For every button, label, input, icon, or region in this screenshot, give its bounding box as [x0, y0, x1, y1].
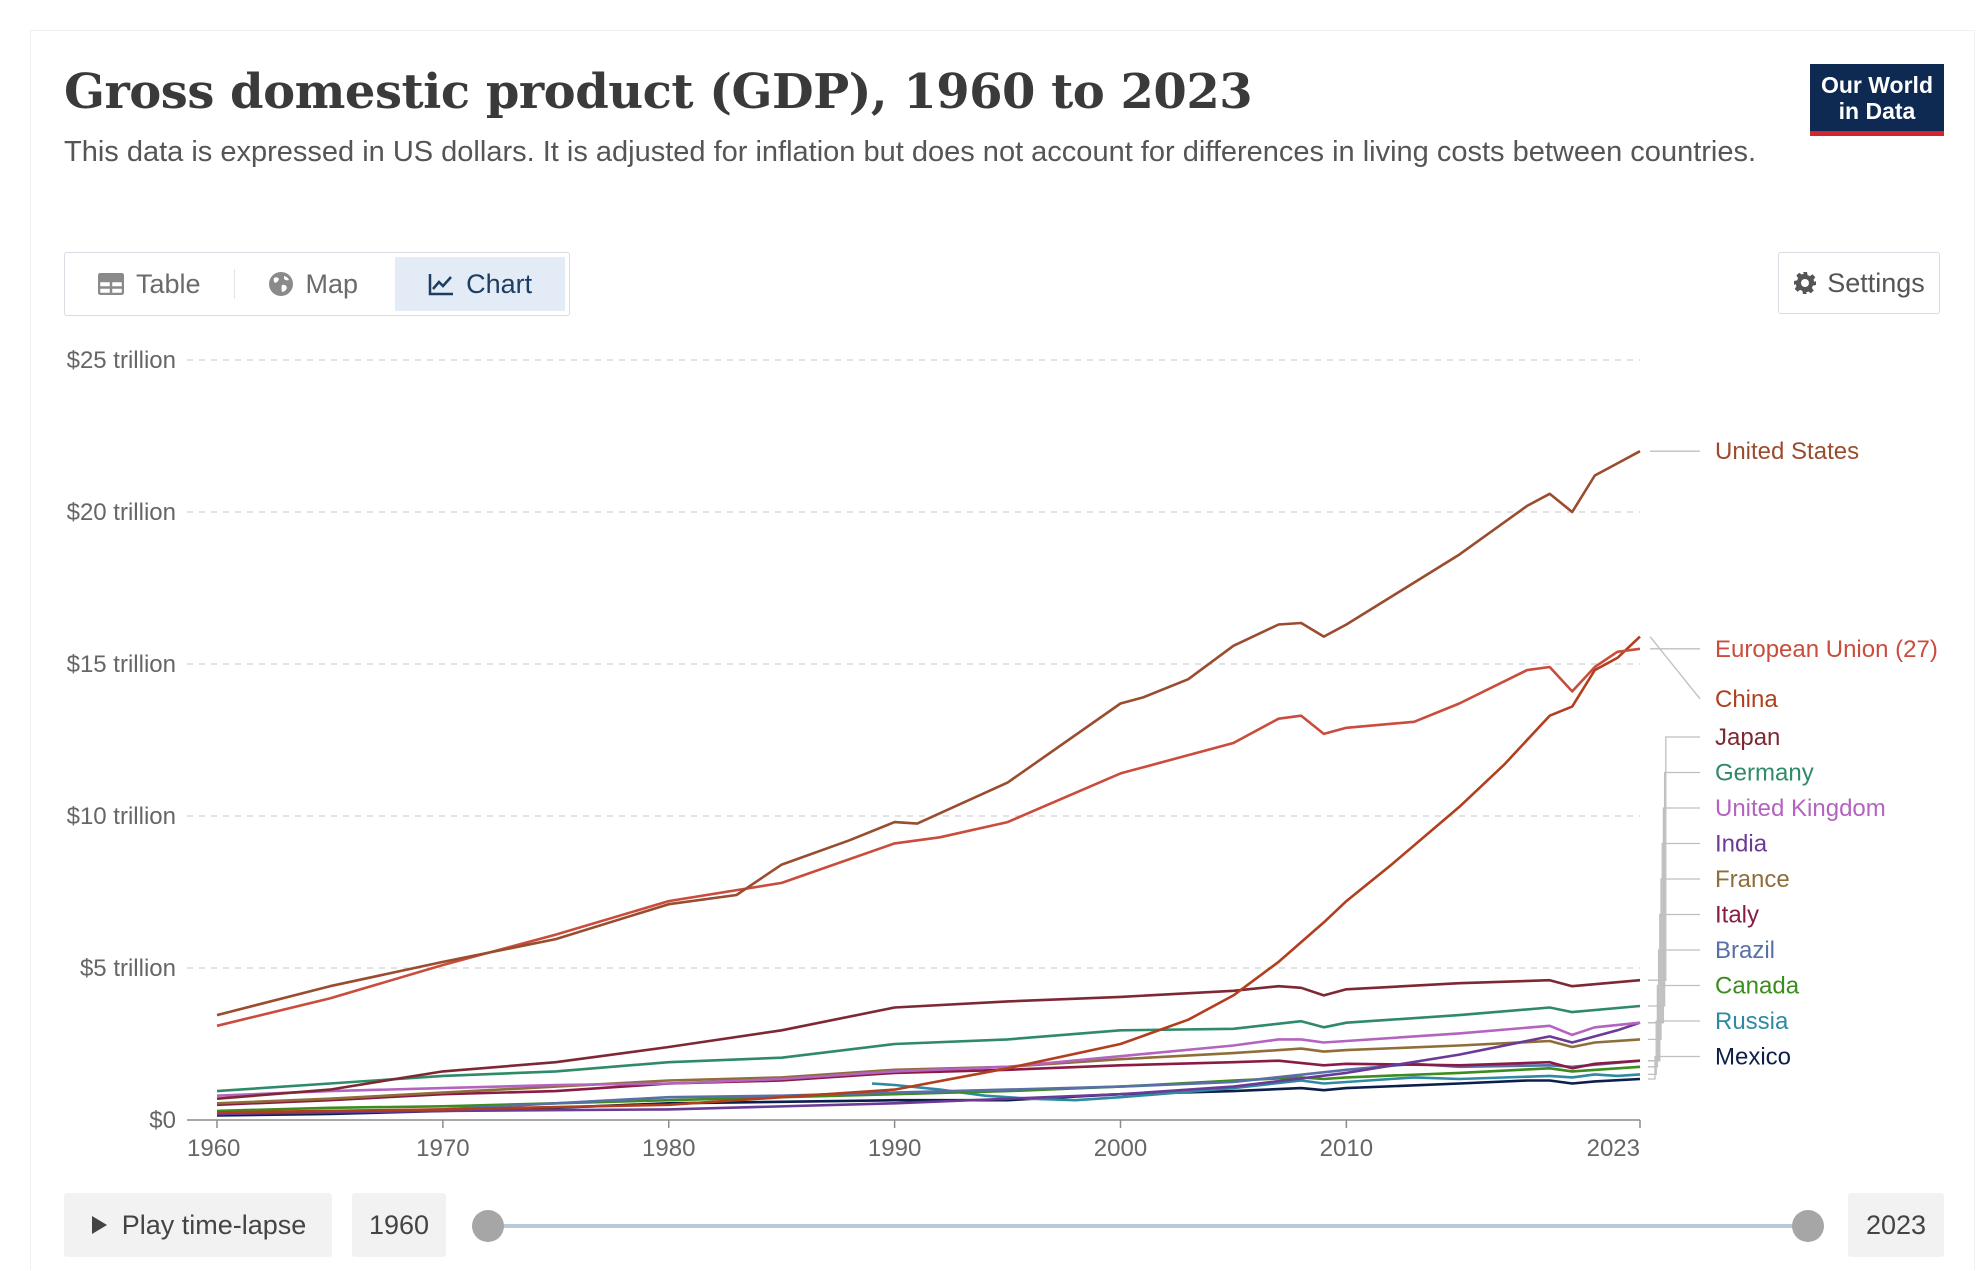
series-label-germany[interactable]: Germany — [1715, 760, 1814, 787]
x-tick-label: 1960 — [187, 1135, 240, 1162]
gdp-line-chart: $0 $5 trillion $10 trillion $15 trillion $20… — [67, 347, 1938, 1162]
y-tick-label: $10 trillion — [67, 803, 176, 830]
line-united-kingdom[interactable] — [216, 1021, 1641, 1097]
x-tick-label: 2010 — [1320, 1135, 1373, 1162]
x-tick-label: 1990 — [868, 1135, 921, 1162]
line-italy[interactable] — [216, 1059, 1641, 1107]
tab-map-label: Map — [305, 268, 359, 299]
gear-icon — [1794, 272, 1817, 294]
tab-chart-label: Chart — [466, 268, 533, 299]
x-tick-label: 2023 — [1587, 1135, 1640, 1162]
series-label-japan[interactable]: Japan — [1715, 724, 1780, 751]
series-label-france[interactable]: France — [1715, 866, 1790, 893]
end-year-box[interactable]: 2023 — [1848, 1193, 1944, 1257]
series-label-india[interactable]: India — [1715, 831, 1768, 858]
label-connector — [1649, 636, 1701, 700]
logo-line-1: Our World — [1820, 72, 1933, 98]
x-axis: 1960 1970 1980 1990 2000 2010 2023 — [187, 1119, 1641, 1162]
y-axis-labels: $0 $5 trillion $10 trillion $15 trillion $20… — [67, 347, 176, 1134]
tab-table-label: Table — [136, 268, 201, 299]
y-tick-label: $15 trillion — [67, 651, 176, 678]
line-india[interactable] — [216, 1021, 1641, 1116]
view-tabs: Table Map Chart — [64, 252, 571, 316]
play-icon — [91, 1216, 107, 1234]
start-year-box[interactable]: 1960 — [352, 1193, 446, 1257]
y-tick-label: $25 trillion — [67, 347, 176, 374]
line-germany[interactable] — [216, 1004, 1641, 1093]
label-connector — [1648, 807, 1700, 1024]
series-label-united-kingdom[interactable]: United Kingdom — [1715, 795, 1886, 822]
label-connector — [1648, 736, 1700, 981]
x-tick-label: 1970 — [416, 1135, 469, 1162]
line-russia[interactable] — [871, 1073, 1641, 1102]
label-connector — [1648, 1020, 1700, 1076]
owid-logo[interactable]: Our World in Data — [1810, 64, 1944, 136]
chart-subtitle: This data is expressed in US dollars. It… — [64, 136, 1757, 168]
x-tick-label: 1980 — [642, 1135, 695, 1162]
series-label-mexico[interactable]: Mexico — [1715, 1044, 1791, 1071]
tab-map[interactable]: Map — [235, 253, 392, 315]
tab-table[interactable]: Table — [65, 253, 234, 315]
globe-icon — [268, 272, 293, 296]
start-year-handle[interactable] — [472, 1210, 504, 1242]
series-label-united-states[interactable]: United States — [1715, 438, 1859, 465]
line-france[interactable] — [216, 1038, 1641, 1105]
table-icon — [98, 273, 124, 295]
series-lines — [216, 450, 1641, 1117]
chart-title: Gross domestic product (GDP), 1960 to 20… — [64, 64, 1253, 120]
x-tick-label: 2000 — [1094, 1135, 1147, 1162]
line-european-union-27[interactable] — [216, 647, 1641, 1028]
settings-label: Settings — [1827, 267, 1925, 298]
timeline-track[interactable] — [488, 1224, 1808, 1228]
series-label-canada[interactable]: Canada — [1715, 973, 1800, 1000]
tab-divider — [233, 269, 235, 299]
end-year-label: 2023 — [1865, 1209, 1927, 1240]
line-chart-icon — [428, 274, 454, 296]
series-label-china[interactable]: China — [1715, 686, 1778, 713]
line-united-states[interactable] — [216, 450, 1641, 1017]
chart-card — [30, 30, 1975, 1270]
line-japan[interactable] — [216, 978, 1641, 1100]
tab-chart[interactable]: Chart — [395, 257, 566, 311]
label-connector — [1648, 949, 1700, 1062]
y-tick-label: $0 — [149, 1107, 176, 1134]
timeline-controls: Play time-lapse 1960 2023 — [64, 1193, 1944, 1257]
y-tick-label: $5 trillion — [80, 955, 176, 982]
end-year-handle[interactable] — [1792, 1210, 1824, 1242]
start-year-label: 1960 — [368, 1209, 430, 1240]
series-label-italy[interactable]: Italy — [1715, 902, 1759, 929]
series-label-brazil[interactable]: Brazil — [1715, 937, 1775, 964]
play-timelapse-button[interactable]: Play time-lapse — [64, 1193, 332, 1257]
label-connector — [1648, 984, 1700, 1068]
label-connector — [1648, 878, 1700, 1041]
y-tick-label: $20 trillion — [67, 499, 176, 526]
label-connector — [1648, 1055, 1700, 1080]
line-brazil[interactable] — [216, 1059, 1641, 1116]
series-label-european-union-27[interactable]: European Union (27) — [1715, 636, 1938, 663]
label-connector — [1648, 842, 1700, 1024]
play-timelapse-label: Play time-lapse — [121, 1209, 307, 1240]
line-china[interactable] — [216, 635, 1641, 1114]
label-connector — [1648, 771, 1700, 1007]
settings-button[interactable]: Settings — [1778, 252, 1940, 314]
series-label-russia[interactable]: Russia — [1715, 1008, 1789, 1035]
series-labels: United States European Union (27) China Jap… — [1648, 438, 1938, 1080]
gridlines — [187, 359, 1640, 969]
logo-line-2: in Data — [1838, 98, 1916, 124]
